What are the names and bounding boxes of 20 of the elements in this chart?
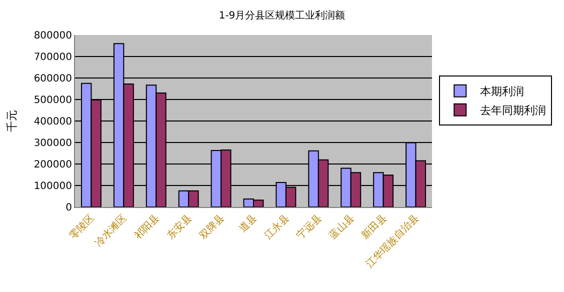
y-tick-label: 600000 xyxy=(34,74,72,84)
y-tick-label: 300000 xyxy=(34,138,72,149)
chart-title: 1-9月分县区规模工业利润额 xyxy=(218,10,346,22)
legend-label: 去年同期利润 xyxy=(480,104,546,118)
y-tick-label: 100000 xyxy=(34,181,72,192)
legend-label: 本期利润 xyxy=(480,85,524,98)
y-tick-label: 800000 xyxy=(34,30,72,42)
y-axis-title: 千元 xyxy=(5,110,18,132)
y-tick-label: 400000 xyxy=(34,116,72,128)
x-tick-label: 江永县 xyxy=(262,212,292,242)
y-tick-label: 700000 xyxy=(34,52,72,63)
x-tick-label: 双牌县 xyxy=(197,212,227,242)
y-tick-label: 200000 xyxy=(34,160,72,170)
x-tick-label: 宁远县 xyxy=(294,212,324,242)
y-tick-label: 0 xyxy=(66,202,72,214)
y-tick-label: 500000 xyxy=(34,95,72,106)
x-tick-label: 蓝山县 xyxy=(326,212,357,242)
x-tick-label: 道县 xyxy=(236,212,260,235)
x-tick-label: 东安县 xyxy=(164,212,194,242)
x-tick-label: 祁阳县 xyxy=(132,212,162,242)
